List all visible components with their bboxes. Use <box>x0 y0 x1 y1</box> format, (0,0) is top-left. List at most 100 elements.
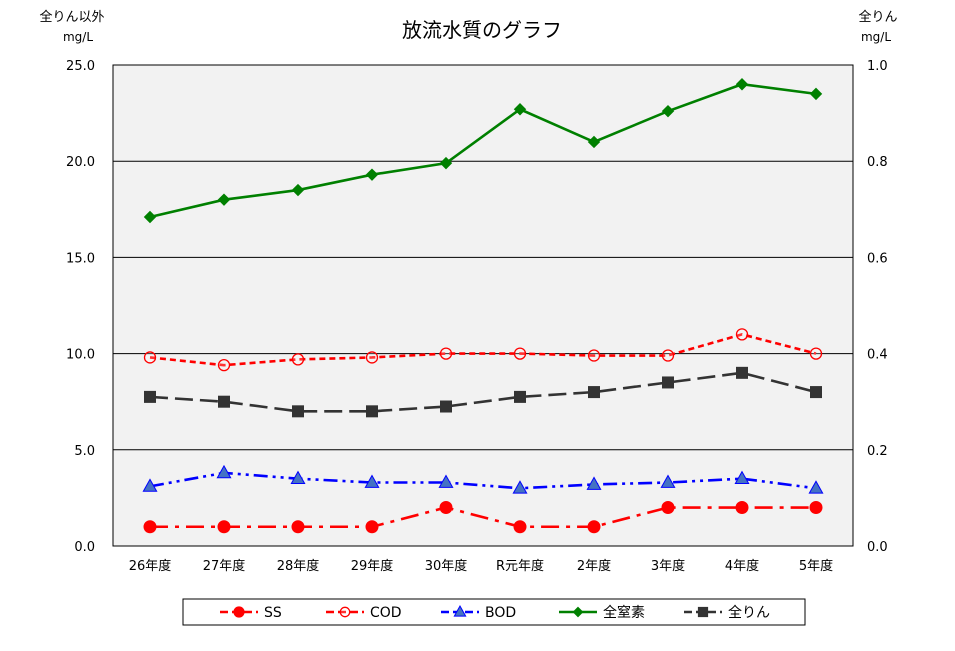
data-point <box>513 520 527 534</box>
left-tick-label: 20.0 <box>66 155 95 170</box>
data-point <box>513 347 527 360</box>
data-point <box>144 390 156 403</box>
left-tick-label: 25.0 <box>66 59 95 74</box>
x-tick-label: 30年度 <box>425 558 468 574</box>
data-point <box>217 520 231 534</box>
data-point <box>810 386 822 399</box>
right-tick-labels: 0.0 0.2 0.4 0.6 0.8 1.0 <box>867 59 888 555</box>
data-point <box>661 501 675 515</box>
data-point <box>440 400 452 413</box>
left-tick-labels: 0.0 5.0 10.0 15.0 20.0 25.0 <box>66 59 95 555</box>
data-point <box>439 156 453 170</box>
right-tick-label: 0.8 <box>867 155 888 170</box>
data-point <box>587 135 601 149</box>
x-tick-label: 2年度 <box>577 558 611 574</box>
data-point <box>809 501 823 515</box>
x-tick-label: 5年度 <box>799 558 833 574</box>
data-point <box>513 103 527 116</box>
x-tick-label: 26年度 <box>129 558 172 574</box>
data-point <box>809 347 823 360</box>
legend-item: 全りん <box>684 604 770 621</box>
data-point <box>438 474 454 488</box>
data-point <box>143 351 157 364</box>
data-point <box>290 470 306 485</box>
series-2 <box>142 464 824 494</box>
series-1 <box>143 328 823 372</box>
data-point <box>292 405 304 418</box>
data-point <box>734 470 750 485</box>
series-line <box>150 506 816 529</box>
data-point <box>809 87 823 101</box>
data-point <box>514 390 526 403</box>
data-point <box>512 480 528 494</box>
plot-area <box>112 64 854 547</box>
series-3 <box>143 78 823 224</box>
series-line <box>149 82 817 219</box>
data-point <box>587 520 601 534</box>
data-point <box>662 376 674 389</box>
x-tick-label: 27年度 <box>203 558 246 574</box>
legend-marker <box>697 606 709 618</box>
x-tick-label: 3年度 <box>651 558 685 574</box>
data-point <box>291 353 305 366</box>
right-tick-label: 0.4 <box>867 348 888 363</box>
data-point <box>586 476 602 490</box>
data-point <box>365 168 379 181</box>
data-point <box>736 366 748 379</box>
data-point <box>661 104 675 118</box>
legend-marker <box>453 605 467 617</box>
data-point <box>366 405 378 418</box>
x-tick-labels: 26年度 27年度 28年度 29年度 30年度 R元年度 2年度 3年度 4年度 5年度 <box>129 558 833 574</box>
data-point <box>439 501 453 515</box>
x-tick-label: 29年度 <box>351 558 394 574</box>
series-line <box>149 371 817 413</box>
x-tick-label: R元年度 <box>496 558 544 574</box>
data-point <box>142 478 158 492</box>
data-point <box>291 183 305 197</box>
legend-items: SS COD BOD 全窒素 全りん <box>220 604 770 621</box>
legend-label: 全窒素 <box>603 604 645 621</box>
data-point <box>216 464 232 479</box>
legend-item: 全窒素 <box>559 604 645 621</box>
data-point <box>217 358 231 372</box>
series-0 <box>143 501 823 534</box>
legend-item: BOD <box>441 605 516 621</box>
left-axis-label: 全りん以外 <box>39 9 104 25</box>
legend-label: COD <box>370 605 402 621</box>
x-tick-label: 4年度 <box>725 558 759 574</box>
legend-marker <box>233 606 245 618</box>
legend-marker <box>572 606 584 618</box>
legend-marker <box>339 606 351 618</box>
right-tick-label: 0.2 <box>867 444 888 459</box>
data-point <box>735 78 749 91</box>
data-point <box>217 193 231 206</box>
series-layer <box>142 78 824 534</box>
data-point <box>660 474 676 488</box>
left-tick-label: 15.0 <box>66 251 95 266</box>
series-line <box>149 333 817 367</box>
right-axis-unit: mg/L <box>861 30 891 44</box>
right-axis-label: 全りん <box>858 9 897 25</box>
data-point <box>587 349 601 362</box>
chart-title: 放流水質のグラフ <box>402 18 562 42</box>
right-tick-label: 1.0 <box>867 59 888 74</box>
data-point <box>808 480 824 494</box>
legend-label: BOD <box>485 605 516 621</box>
data-point <box>439 347 453 360</box>
data-point <box>735 328 749 341</box>
data-point <box>291 520 305 534</box>
data-point <box>588 386 600 399</box>
left-tick-label: 5.0 <box>74 444 95 459</box>
left-tick-label: 0.0 <box>74 540 95 555</box>
legend-item: COD <box>326 605 402 621</box>
right-tick-label: 0.6 <box>867 251 888 266</box>
legend-label: SS <box>264 605 282 621</box>
legend-label: 全りん <box>728 604 770 621</box>
right-tick-label: 0.0 <box>867 540 888 555</box>
x-tick-label: 28年度 <box>277 558 320 574</box>
series-line <box>149 471 817 490</box>
data-point <box>143 210 157 224</box>
data-point <box>365 520 379 534</box>
data-point <box>735 501 749 515</box>
data-point <box>661 349 675 362</box>
